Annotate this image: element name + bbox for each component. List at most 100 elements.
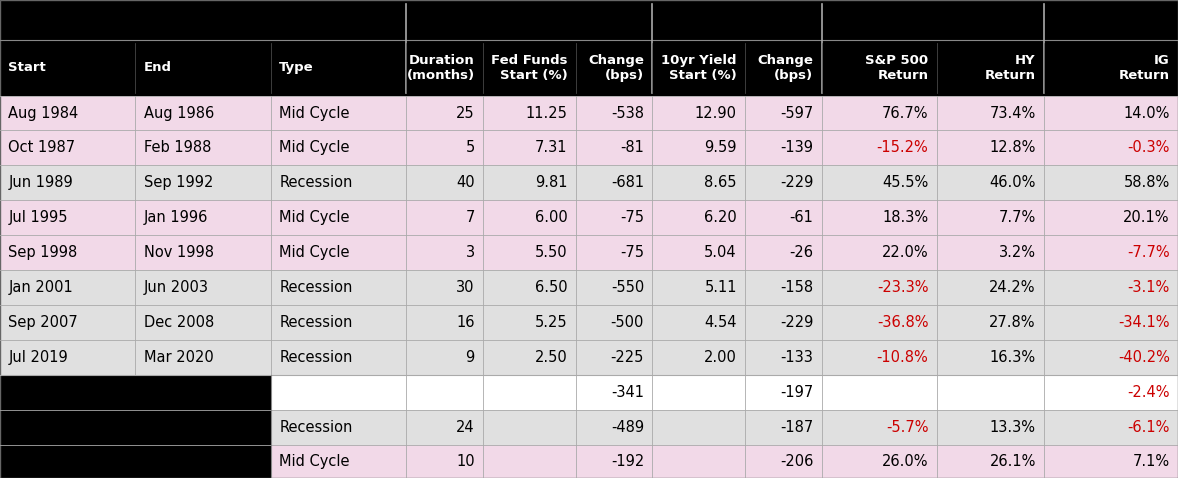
Bar <box>406 445 483 478</box>
Bar <box>0 445 1178 478</box>
Bar <box>1044 130 1178 165</box>
Bar <box>1044 96 1178 130</box>
Bar <box>822 375 937 410</box>
Bar <box>483 340 576 375</box>
Bar <box>0 305 135 340</box>
Bar <box>271 375 406 410</box>
Bar <box>1044 340 1178 375</box>
Text: 16.3%: 16.3% <box>990 350 1035 365</box>
Bar <box>822 305 937 340</box>
Text: 24: 24 <box>456 420 475 435</box>
Text: S&P 500
Return: S&P 500 Return <box>865 54 928 82</box>
Text: 4.54: 4.54 <box>704 315 737 330</box>
Text: 11.25: 11.25 <box>525 106 568 120</box>
Bar <box>653 235 746 270</box>
Text: 5.25: 5.25 <box>535 315 568 330</box>
Text: 5.50: 5.50 <box>535 245 568 260</box>
Bar <box>483 165 576 200</box>
Text: Duration
(months): Duration (months) <box>406 54 475 82</box>
Text: Mid Cycle: Mid Cycle <box>279 455 350 469</box>
Text: HY
Return: HY Return <box>985 54 1035 82</box>
Text: -34.1%: -34.1% <box>1118 315 1170 330</box>
Text: Change
(bps): Change (bps) <box>588 54 644 82</box>
Text: 13.3%: 13.3% <box>990 420 1035 435</box>
Text: -75: -75 <box>620 245 644 260</box>
Text: 14.0%: 14.0% <box>1124 106 1170 120</box>
Text: -187: -187 <box>780 420 813 435</box>
Text: Recession: Recession <box>279 420 352 435</box>
Bar <box>653 165 746 200</box>
Bar <box>483 445 576 478</box>
Text: Sep 2007: Sep 2007 <box>8 315 78 330</box>
Bar <box>937 375 1044 410</box>
Bar <box>746 375 822 410</box>
Bar <box>0 375 135 410</box>
Bar <box>822 130 937 165</box>
Bar <box>822 410 937 445</box>
Text: 45.5%: 45.5% <box>882 175 928 190</box>
Bar <box>0 270 135 305</box>
Bar <box>135 445 271 478</box>
Text: Mid Cycle: Mid Cycle <box>279 210 350 225</box>
Text: 40: 40 <box>456 175 475 190</box>
Text: -681: -681 <box>611 175 644 190</box>
Bar <box>576 165 653 200</box>
Text: 30: 30 <box>456 280 475 295</box>
Bar <box>746 165 822 200</box>
Bar <box>0 340 135 375</box>
Text: End: End <box>144 61 172 75</box>
Bar <box>271 165 406 200</box>
Text: 6.20: 6.20 <box>704 210 737 225</box>
Text: -538: -538 <box>611 106 644 120</box>
Text: -500: -500 <box>610 315 644 330</box>
Text: Oct 1987: Oct 1987 <box>8 141 75 155</box>
Text: -0.3%: -0.3% <box>1127 141 1170 155</box>
Bar <box>0 0 1178 96</box>
Text: 10: 10 <box>456 455 475 469</box>
Text: -229: -229 <box>780 315 813 330</box>
Text: 5.11: 5.11 <box>704 280 737 295</box>
Text: -40.2%: -40.2% <box>1118 350 1170 365</box>
Text: Change
(bps): Change (bps) <box>757 54 813 82</box>
Text: Sep 1998: Sep 1998 <box>8 245 78 260</box>
Text: 22.0%: 22.0% <box>881 245 928 260</box>
Bar <box>576 130 653 165</box>
Bar <box>483 270 576 305</box>
Text: 7: 7 <box>465 210 475 225</box>
Text: -139: -139 <box>780 141 813 155</box>
Bar <box>576 200 653 235</box>
Text: 7.31: 7.31 <box>535 141 568 155</box>
Bar <box>937 96 1044 130</box>
Bar <box>0 235 135 270</box>
Bar <box>406 200 483 235</box>
Text: -3.1%: -3.1% <box>1127 280 1170 295</box>
Bar <box>822 200 937 235</box>
Bar <box>0 96 135 130</box>
Bar <box>937 130 1044 165</box>
Text: 3.2%: 3.2% <box>999 245 1035 260</box>
Text: 7.7%: 7.7% <box>999 210 1035 225</box>
Bar <box>937 235 1044 270</box>
Bar <box>576 305 653 340</box>
Text: 5: 5 <box>465 141 475 155</box>
Bar <box>746 130 822 165</box>
Text: Start: Start <box>8 61 46 75</box>
Bar <box>406 410 483 445</box>
Text: Jan 1996: Jan 1996 <box>144 210 209 225</box>
Bar <box>135 165 271 200</box>
Bar <box>0 165 135 200</box>
Bar <box>271 96 406 130</box>
Bar <box>271 410 406 445</box>
Text: Sep 1992: Sep 1992 <box>144 175 213 190</box>
Text: Aug 1986: Aug 1986 <box>144 106 214 120</box>
Bar <box>0 130 135 165</box>
Bar <box>406 375 483 410</box>
Bar <box>0 200 135 235</box>
Bar <box>483 130 576 165</box>
Bar <box>1044 445 1178 478</box>
Text: -5.7%: -5.7% <box>886 420 928 435</box>
Bar <box>822 165 937 200</box>
Bar <box>653 130 746 165</box>
Text: 76.7%: 76.7% <box>882 106 928 120</box>
Text: 12.8%: 12.8% <box>990 141 1035 155</box>
